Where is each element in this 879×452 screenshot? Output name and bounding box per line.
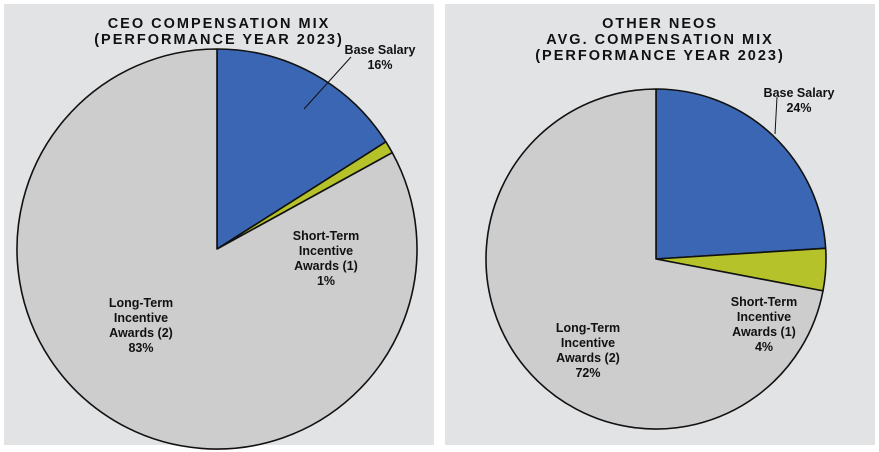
- slice-label-line: Incentive: [737, 310, 791, 324]
- title-line: AVG. COMPENSATION MIX: [546, 32, 774, 48]
- slice-label-line: Awards (1): [732, 325, 796, 339]
- slice-label-line: Awards (2): [109, 326, 173, 340]
- slice-label: Short-Term Incentive Awards (1) 4%: [731, 295, 797, 354]
- leader-line: [303, 56, 352, 110]
- slice-label-line: Short-Term: [731, 295, 797, 309]
- title-line: OTHER NEOS: [602, 16, 718, 32]
- slice-label-line: Base Salary: [764, 86, 835, 100]
- slice-label-line: 1%: [317, 274, 335, 288]
- pie-slice: [485, 88, 824, 430]
- slice-label-line: Awards (1): [294, 259, 358, 273]
- slice-label-line: 16%: [367, 58, 392, 72]
- slice-label-line: Base Salary: [345, 43, 416, 57]
- pie-slice: [16, 48, 418, 450]
- slice-label-line: 72%: [575, 366, 600, 380]
- slice-label-line: Awards (2): [556, 351, 620, 365]
- title-line: CEO COMPENSATION MIX: [107, 16, 331, 32]
- neo-chart-panel: OTHER NEOS AVG. COMPENSATION MIX (PERFOR…: [445, 4, 875, 445]
- chart-title: CEO COMPENSATION MIX (PERFORMANCE YEAR 2…: [4, 16, 434, 48]
- slice-label-line: Incentive: [561, 336, 615, 350]
- leader-line: [774, 96, 778, 135]
- slice-label-line: Short-Term: [293, 229, 359, 243]
- slice-label-line: Incentive: [299, 244, 353, 258]
- slice-label: Long-Term Incentive Awards (2) 72%: [556, 321, 620, 380]
- slice-label: Base Salary 24%: [764, 86, 835, 115]
- pie-slice: [655, 88, 827, 260]
- chart-title: OTHER NEOS AVG. COMPENSATION MIX (PERFOR…: [445, 16, 875, 64]
- slice-label-line: 83%: [128, 341, 153, 355]
- title-line: (PERFORMANCE YEAR 2023): [94, 32, 344, 48]
- slice-label-line: 24%: [786, 101, 811, 115]
- slice-label-line: Incentive: [114, 311, 168, 325]
- pie-slice: [216, 48, 387, 250]
- slice-label: Base Salary 16%: [345, 43, 416, 72]
- slice-label-line: Long-Term: [556, 321, 620, 335]
- slice-label: Long-Term Incentive Awards (2) 83%: [109, 296, 173, 355]
- slice-label: Short-Term Incentive Awards (1) 1%: [293, 229, 359, 288]
- ceo-pie-chart: Base Salary 16%Short-Term Incentive Awards …: [16, 43, 418, 450]
- title-line: (PERFORMANCE YEAR 2023): [535, 48, 785, 64]
- slice-label-line: Long-Term: [109, 296, 173, 310]
- neo-pie-chart: Base Salary 24%Short-Term Incentive Awards …: [485, 86, 835, 430]
- slice-label-line: 4%: [755, 340, 773, 354]
- ceo-chart-panel: CEO COMPENSATION MIX (PERFORMANCE YEAR 2…: [4, 4, 434, 450]
